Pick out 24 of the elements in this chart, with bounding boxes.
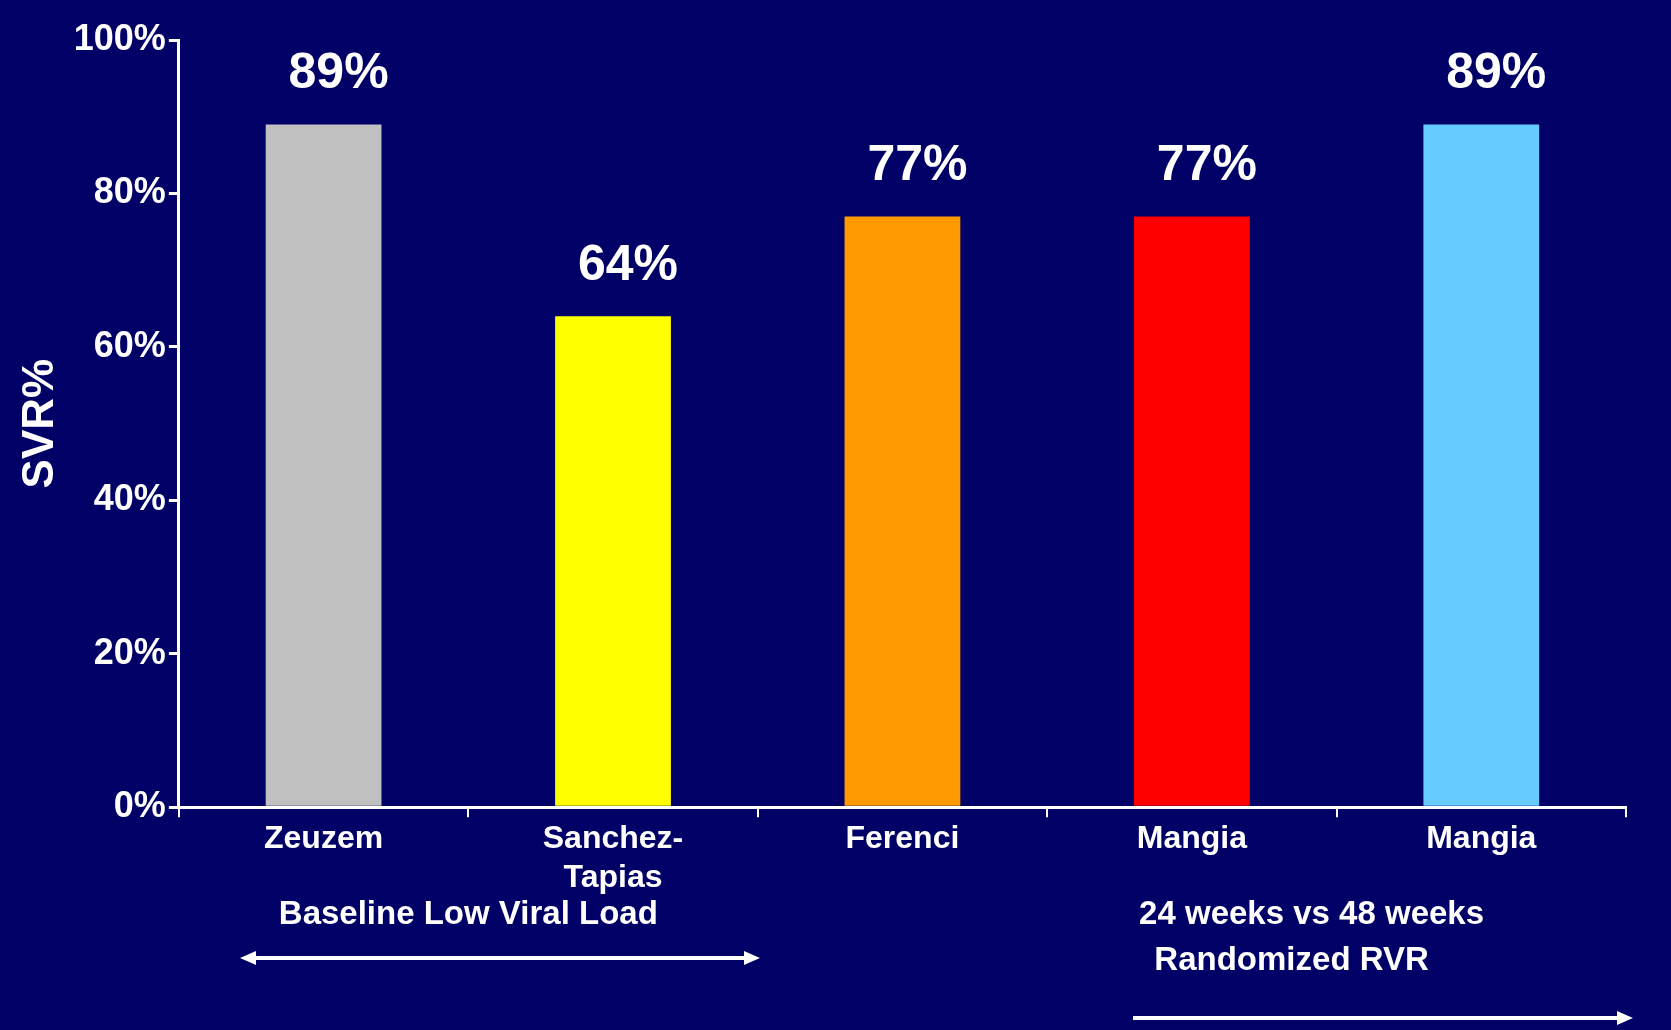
y-tick-label: 20% bbox=[93, 630, 166, 672]
data-label: 64% bbox=[577, 234, 679, 291]
x-tick-label: Sanchez-Tapias bbox=[542, 819, 684, 894]
data-label: 77% bbox=[867, 135, 968, 192]
y-tick-label: 60% bbox=[93, 323, 166, 365]
text: Baseline Low Viral Load bbox=[278, 894, 658, 932]
y-tick-label: 40% bbox=[93, 477, 166, 519]
text: 24 weeks vs 48 weeks Randomized RVR bbox=[1139, 894, 1485, 978]
bar bbox=[265, 124, 382, 806]
y-tick-label: 0% bbox=[113, 784, 166, 826]
y-axis-title: SVR% bbox=[12, 358, 62, 489]
x-tick-label: Mangia bbox=[1136, 819, 1248, 856]
data-label: 89% bbox=[1446, 43, 1547, 100]
y-tick-label: 100% bbox=[73, 16, 166, 58]
bar bbox=[1423, 124, 1540, 806]
x-tick-label: Ferenci bbox=[845, 819, 960, 856]
x-tick-label: Zeuzem bbox=[264, 819, 384, 856]
y-tick-label: 80% bbox=[93, 170, 166, 212]
bar bbox=[844, 216, 961, 806]
bar bbox=[1133, 216, 1250, 806]
data-label: 89% bbox=[288, 43, 389, 100]
data-label: 77% bbox=[1156, 135, 1257, 192]
x-tick-label: Mangia bbox=[1426, 819, 1537, 856]
bar bbox=[555, 316, 671, 806]
